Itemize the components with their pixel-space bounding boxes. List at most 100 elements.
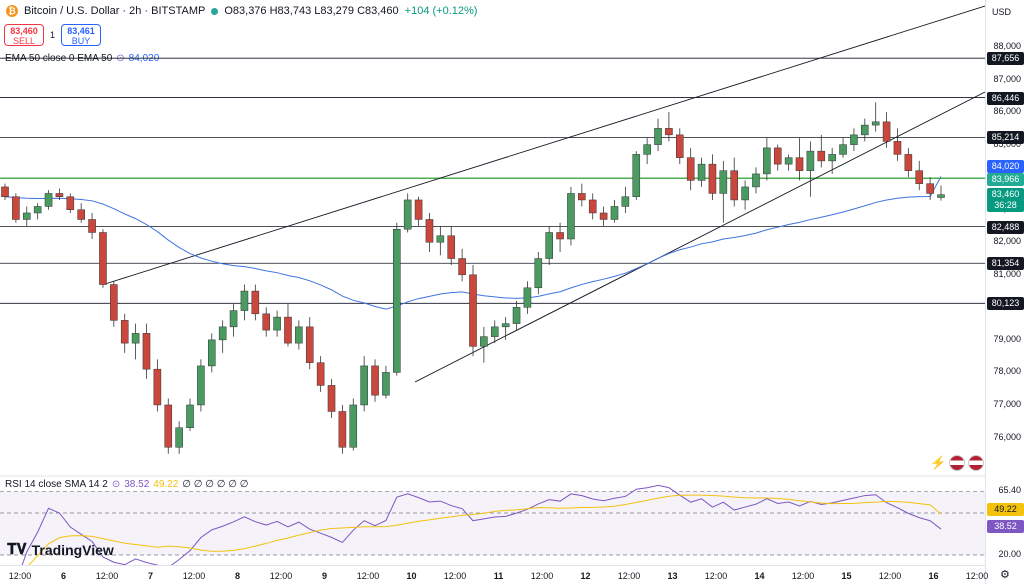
candle-body	[556, 232, 564, 240]
candle-body	[676, 134, 684, 158]
candles	[1, 102, 945, 454]
us-flag-icon[interactable]	[949, 455, 966, 471]
candle-body	[534, 258, 543, 289]
lightning-icon[interactable]: ⚡	[930, 455, 947, 470]
candle-body	[186, 404, 194, 428]
time-tick: 12	[580, 571, 591, 581]
candle-body	[632, 154, 641, 197]
candle-body	[578, 193, 586, 201]
price-label: 36:28	[987, 199, 1024, 212]
time-tick: 12:00	[95, 571, 119, 581]
buy-price: 83,461	[67, 26, 95, 36]
sell-label: SELL	[12, 36, 36, 46]
upper-trendline	[104, 5, 985, 285]
time-tick: 11	[493, 571, 504, 581]
time-tick: 9	[321, 571, 328, 581]
price-change: +104 (+0.12%)	[404, 5, 478, 17]
price-label: 84,020	[987, 160, 1024, 173]
time-tick: 12:00	[356, 571, 380, 581]
bitcoin-icon: ₿	[6, 5, 18, 17]
symbol-legend[interactable]: ₿ Bitcoin / U.S. Dollar · 2h · BITSTAMP …	[6, 5, 477, 17]
candle-body	[741, 186, 749, 201]
candle-body	[284, 316, 292, 344]
horizontal-levels	[0, 57, 985, 304]
candle-body	[316, 362, 325, 386]
candle-body	[719, 170, 728, 194]
candle-body	[882, 121, 891, 142]
candle-body	[55, 193, 64, 197]
candle-body	[545, 232, 553, 259]
time-axis[interactable]: 12:00 6 12:00 7 12:00 8 12:00 9 12:00 10 12:00 11 12…	[0, 565, 988, 585]
time-tick: 16	[928, 571, 939, 581]
price-tick: 82,000	[993, 236, 1021, 247]
us-flag-icon[interactable]	[968, 455, 985, 471]
rsi-band	[0, 491, 985, 555]
candle-body	[393, 228, 401, 373]
price-chart[interactable]	[0, 0, 985, 565]
time-tick: 13	[667, 571, 678, 581]
currency-label[interactable]: USD	[992, 7, 1012, 17]
candle-body	[480, 336, 488, 347]
tradingview-icon: 𝐓𝐕	[7, 541, 27, 558]
price-label: 82,488	[987, 221, 1024, 234]
chart-header: ₿ Bitcoin / U.S. Dollar · 2h · BITSTAMP …	[0, 0, 985, 22]
candle-body	[567, 193, 575, 240]
candle-body	[458, 258, 466, 276]
candle-body	[665, 128, 673, 136]
candle-body	[773, 147, 782, 165]
candle-body	[610, 206, 619, 220]
candle-body	[828, 154, 836, 162]
symbol-title[interactable]: Bitcoin / U.S. Dollar · 2h · BITSTAMP	[24, 5, 206, 17]
time-tick: 12:00	[530, 571, 554, 581]
candle-body	[708, 163, 717, 194]
candle-body	[33, 206, 42, 214]
rsi-legend[interactable]: RSI 14 close SMA 14 2 ⊙ 38.52 49.22 ∅ ∅ …	[5, 479, 248, 490]
candle-body	[142, 333, 151, 370]
candle-body	[795, 157, 804, 171]
buy-button[interactable]: 83,461 BUY	[61, 24, 102, 46]
price-label: 80,123	[987, 297, 1024, 310]
candle-body	[904, 154, 913, 171]
candle-body	[251, 290, 260, 315]
candle-body	[229, 310, 238, 328]
rsi-sma-line	[28, 494, 942, 565]
candle-body	[99, 232, 107, 285]
brand-name: TradingView	[31, 541, 114, 558]
trade-panel: 83,460 SELL 1 83,461 BUY	[4, 24, 102, 46]
candle-body	[436, 235, 445, 243]
candle-body	[1, 186, 9, 197]
candle-body	[371, 365, 379, 396]
time-tick: 12:00	[965, 571, 989, 581]
candle-body	[523, 287, 532, 308]
candle-body	[915, 170, 924, 184]
candle-body	[77, 209, 85, 220]
price-tick: 77,000	[993, 398, 1021, 409]
time-tick: 12:00	[443, 571, 467, 581]
time-tick: 14	[754, 571, 765, 581]
candle-body	[654, 128, 662, 145]
candle-body	[414, 199, 423, 220]
sell-price: 83,460	[10, 26, 38, 36]
ohlc-values: O83,376 H83,743 L83,279 C83,460	[224, 5, 399, 17]
time-tick: 12:00	[269, 571, 293, 581]
candle-body	[893, 141, 902, 155]
candle-body	[153, 368, 162, 406]
candle-body	[839, 144, 847, 155]
price-tick: 88,000	[993, 41, 1021, 51]
price-tick: 79,000	[993, 333, 1021, 344]
rsi-tick: 65.40	[998, 485, 1021, 496]
eye-icon[interactable]: ⊙	[111, 479, 121, 490]
candle-body	[273, 316, 281, 331]
candle-body	[621, 196, 630, 207]
sell-button[interactable]: 83,460 SELL	[4, 24, 44, 46]
candle-body	[110, 284, 118, 321]
candle-body	[22, 212, 31, 220]
candle-body	[197, 365, 205, 406]
price-axis[interactable]: USD 88,00087,00086,00085,00084,00083,000…	[985, 0, 1024, 584]
candle-body	[686, 157, 695, 181]
gear-icon[interactable]: ⚙	[1000, 569, 1010, 581]
price-label: 85,214	[987, 131, 1024, 144]
price-label: 83,966	[987, 173, 1024, 186]
price-tick: 78,000	[993, 366, 1021, 377]
time-tick: 6	[60, 571, 67, 581]
